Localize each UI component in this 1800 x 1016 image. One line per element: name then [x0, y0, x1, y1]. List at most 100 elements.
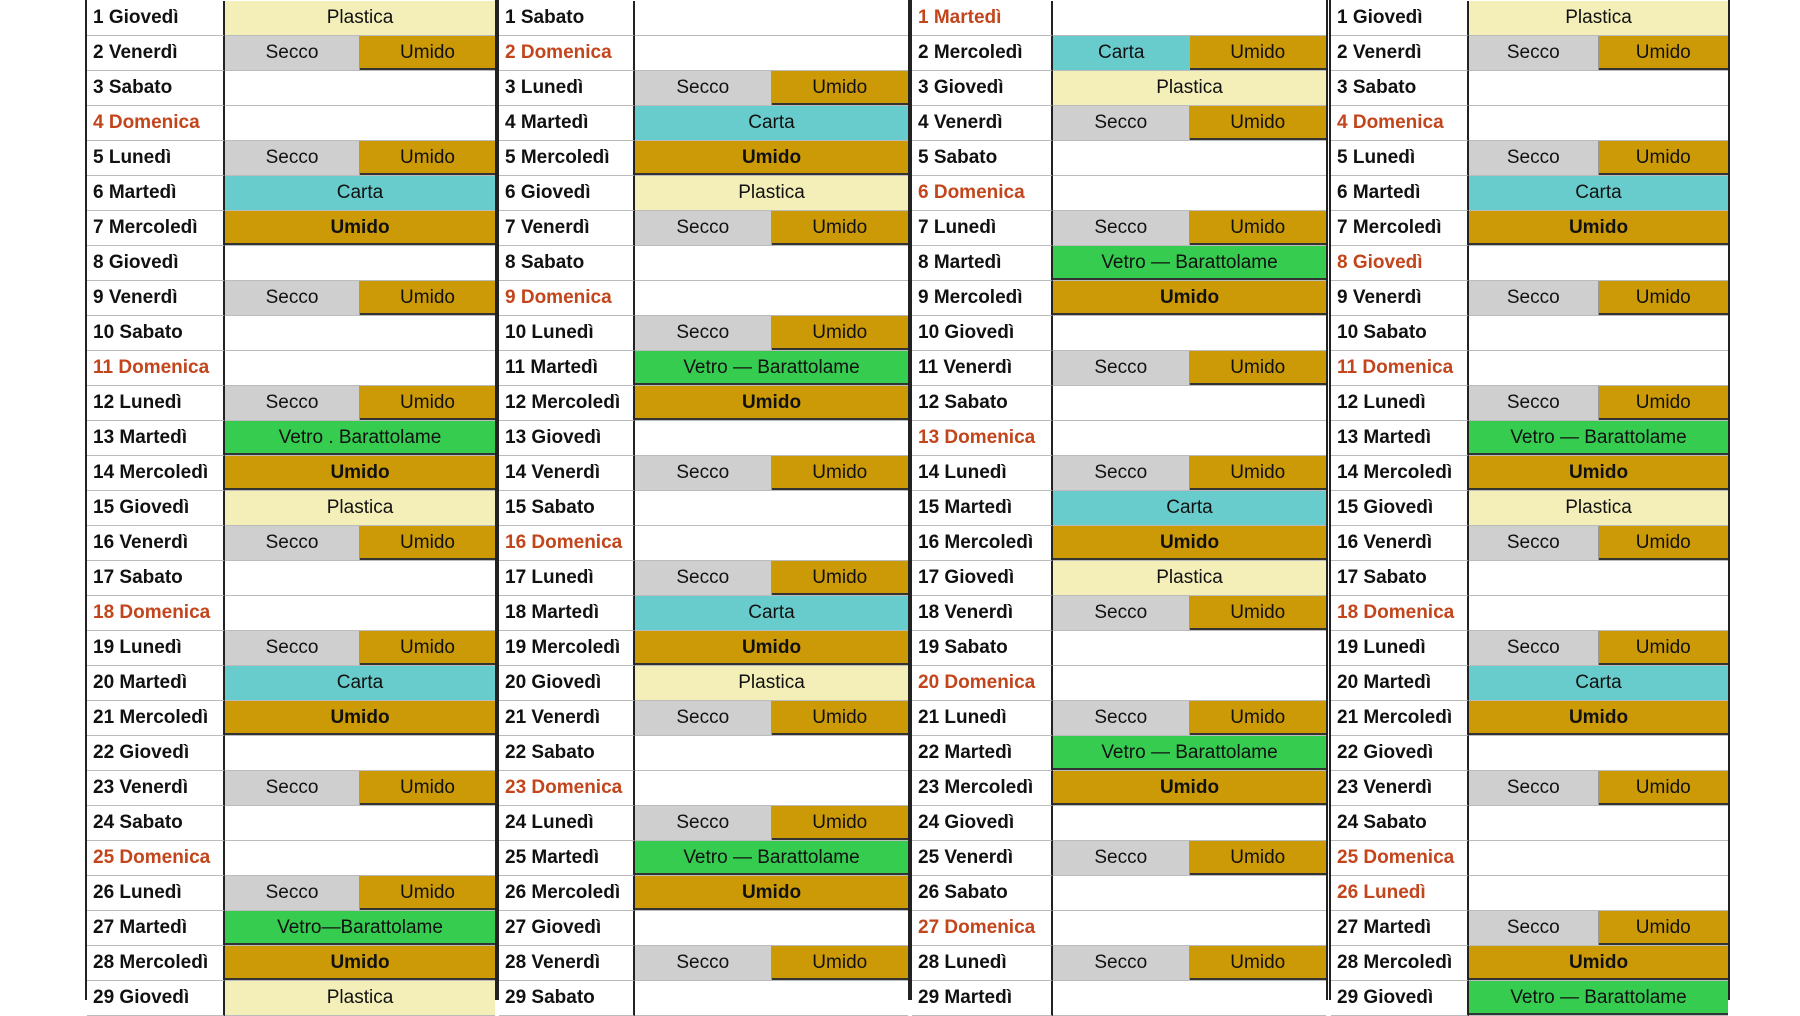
- collection-slot: Plastica: [635, 666, 908, 701]
- day-label: 17 Sabato: [1331, 561, 1469, 596]
- collection-slot: [1469, 351, 1728, 386]
- day-row: 21 Venerdì Secco Umido: [499, 701, 908, 736]
- day-label: 14 Mercoledì: [1331, 456, 1469, 491]
- day-row: 10 Giovedì: [912, 316, 1326, 351]
- collection-slot: Secco Umido: [635, 456, 908, 491]
- day-row: 6 Martedì Carta: [1331, 176, 1728, 211]
- waste-badge-vetro: Vetro—Barattolame: [225, 911, 495, 945]
- collection-slot: [1053, 631, 1326, 666]
- day-label: 16 Venerdì: [87, 526, 225, 561]
- collection-slot: [1053, 421, 1326, 456]
- day-label-holiday: 11 Domenica: [87, 351, 225, 386]
- collection-slot: Secco Umido: [1469, 281, 1728, 316]
- day-row: 3 Sabato: [1331, 71, 1728, 106]
- day-label-holiday: 18 Domenica: [1331, 596, 1469, 631]
- day-label: 17 Sabato: [87, 561, 225, 596]
- waste-badge-vetro: Vetro — Barattolame: [1469, 981, 1728, 1015]
- day-label: 13 Martedì: [1331, 421, 1469, 456]
- day-row: 13 Giovedì: [499, 421, 908, 456]
- day-label: 19 Lunedì: [1331, 631, 1469, 666]
- waste-badge-umido: Umido: [635, 631, 908, 665]
- day-label: 27 Martedì: [1331, 911, 1469, 946]
- collection-slot: [225, 806, 495, 841]
- day-label: 3 Sabato: [87, 71, 225, 106]
- waste-badge-umido: Umido: [360, 281, 495, 315]
- day-row: 26 Mercoledì Umido: [499, 876, 908, 911]
- collection-slot: Secco Umido: [225, 631, 495, 666]
- day-label-holiday: 23 Domenica: [499, 771, 635, 806]
- collection-slot: [1053, 1, 1326, 36]
- waste-badge-umido: Umido: [635, 876, 908, 910]
- waste-badge-vetro: Vetro . Barattolame: [225, 421, 495, 455]
- waste-badge-umido: Umido: [225, 946, 495, 980]
- day-label: 13 Martedì: [87, 421, 225, 456]
- waste-badge-secco: Secco: [1469, 631, 1599, 665]
- day-label: 7 Lunedì: [912, 211, 1053, 246]
- day-row: 1 Giovedì Plastica: [1331, 1, 1728, 36]
- collection-slot: Carta: [225, 666, 495, 701]
- day-label: 22 Giovedì: [87, 736, 225, 771]
- day-label: 17 Giovedì: [912, 561, 1053, 596]
- day-label: 16 Mercoledì: [912, 526, 1053, 561]
- waste-badge-secco: Secco: [1469, 281, 1599, 315]
- day-label: 16 Venerdì: [1331, 526, 1469, 561]
- day-label: 9 Venerdì: [1331, 281, 1469, 316]
- day-row: 14 Venerdì Secco Umido: [499, 456, 908, 491]
- collection-slot: Secco Umido: [1053, 596, 1326, 631]
- day-row: 3 Sabato: [87, 71, 495, 106]
- collection-slot: Plastica: [635, 176, 908, 211]
- day-row: 9 Domenica: [499, 281, 908, 316]
- waste-badge-umido: Umido: [1598, 631, 1728, 665]
- collection-slot: [635, 911, 908, 946]
- day-label: 2 Venerdì: [87, 36, 225, 71]
- day-label: 5 Lunedì: [87, 141, 225, 176]
- day-row: 6 Giovedì Plastica: [499, 176, 908, 211]
- waste-badge-secco: Secco: [1053, 211, 1190, 245]
- day-label-holiday: 13 Domenica: [912, 421, 1053, 456]
- waste-badge-umido: Umido: [1598, 526, 1728, 560]
- day-label: 19 Lunedì: [87, 631, 225, 666]
- collection-slot: [1053, 876, 1326, 911]
- day-label-holiday: 9 Domenica: [499, 281, 635, 316]
- waste-badge-umido: Umido: [635, 386, 908, 420]
- collection-slot: [1469, 316, 1728, 351]
- waste-badge-plastica: Plastica: [1053, 71, 1326, 105]
- day-row: 22 Martedì Vetro — Barattolame: [912, 736, 1326, 771]
- day-label: 21 Mercoledì: [1331, 701, 1469, 736]
- waste-badge-umido: Umido: [360, 526, 495, 560]
- waste-badge-umido: Umido: [1598, 141, 1728, 175]
- waste-badge-umido: Umido: [1189, 106, 1326, 140]
- day-row: 16 Mercoledì Umido: [912, 526, 1326, 561]
- waste-badge-secco: Secco: [635, 211, 772, 245]
- collection-slot: Vetro — Barattolame: [1469, 421, 1728, 456]
- collection-slot: [635, 421, 908, 456]
- day-row: 20 Giovedì Plastica: [499, 666, 908, 701]
- collection-slot: Plastica: [225, 491, 495, 526]
- day-label: 23 Venerdì: [1331, 771, 1469, 806]
- day-label-holiday: 25 Domenica: [87, 841, 225, 876]
- waste-badge-carta: Carta: [1053, 491, 1326, 525]
- day-label-holiday: 4 Domenica: [87, 106, 225, 141]
- day-row: 26 Lunedì: [1331, 876, 1728, 911]
- collection-slot: Vetro — Barattolame: [1469, 981, 1728, 1016]
- collection-slot: Secco Umido: [635, 211, 908, 246]
- day-label: 12 Mercoledì: [499, 386, 635, 421]
- collection-slot: Secco Umido: [1053, 456, 1326, 491]
- day-label: 25 Venerdì: [912, 841, 1053, 876]
- waste-badge-umido: Umido: [225, 211, 495, 245]
- day-row: 14 Lunedì Secco Umido: [912, 456, 1326, 491]
- day-row: 22 Giovedì: [1331, 736, 1728, 771]
- waste-badge-carta: Carta: [1469, 176, 1728, 210]
- day-label: 19 Sabato: [912, 631, 1053, 666]
- day-label: 22 Giovedì: [1331, 736, 1469, 771]
- waste-badge-umido: Umido: [771, 946, 908, 980]
- waste-badge-carta: Carta: [635, 596, 908, 630]
- waste-badge-secco: Secco: [1053, 946, 1190, 980]
- waste-badge-secco: Secco: [635, 456, 772, 490]
- day-label: 14 Mercoledì: [87, 456, 225, 491]
- waste-badge-umido: Umido: [1189, 946, 1326, 980]
- day-row: 11 Domenica: [1331, 351, 1728, 386]
- waste-badge-umido: Umido: [1469, 701, 1728, 735]
- waste-badge-umido: Umido: [771, 71, 908, 105]
- waste-badge-umido: Umido: [1189, 841, 1326, 875]
